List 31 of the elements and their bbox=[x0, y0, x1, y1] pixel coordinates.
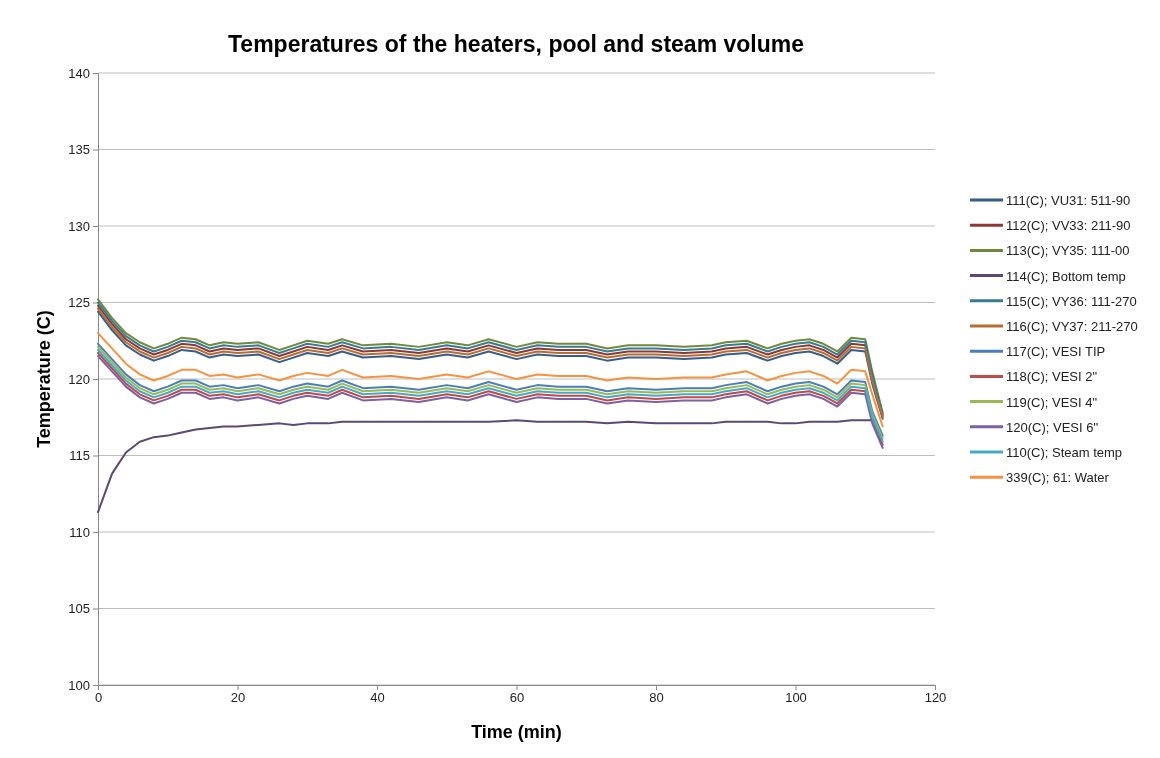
y-tick-label: 120 bbox=[68, 371, 90, 387]
legend-label: 116(C); VY37: 211-270 bbox=[1006, 319, 1138, 334]
legend-label: 111(C); VU31: 511-90 bbox=[1006, 193, 1131, 208]
y-tick-label: 130 bbox=[68, 218, 90, 234]
y-tick-label: 125 bbox=[68, 295, 90, 311]
x-tick-label: 20 bbox=[230, 690, 246, 706]
x-tick-label: 80 bbox=[649, 690, 664, 706]
x-tick-label: 60 bbox=[509, 690, 525, 706]
chart-title: Temperatures of the heaters, pool and steam volume bbox=[228, 31, 804, 57]
x-tick-label: 120 bbox=[924, 690, 947, 706]
y-axis-title: Temperature (C) bbox=[34, 310, 54, 448]
y-tick-label: 115 bbox=[69, 448, 90, 464]
y-tick-label: 105 bbox=[68, 601, 90, 617]
legend-label: 120(C); VESI 6" bbox=[1006, 419, 1099, 435]
legend-label: 110(C); Steam temp bbox=[1006, 445, 1123, 460]
legend-label: 114(C); Bottom temp bbox=[1006, 268, 1126, 284]
x-tick-label: 40 bbox=[370, 690, 385, 706]
legend-label: 112(C); VV33: 211-90 bbox=[1006, 218, 1131, 234]
y-tick-label: 100 bbox=[68, 677, 90, 693]
legend-label: 113(C); VY35: 111-00 bbox=[1006, 243, 1130, 259]
legend-label: 119(C); VESI 4" bbox=[1006, 394, 1098, 410]
y-tick-label: 110 bbox=[69, 524, 90, 540]
y-tick-label: 140 bbox=[68, 65, 90, 81]
legend-label: 339(C); 61: Water bbox=[1006, 470, 1110, 486]
legend-label: 118(C); VESI 2" bbox=[1006, 369, 1098, 385]
y-tick-label: 135 bbox=[68, 142, 90, 158]
x-tick-label: 100 bbox=[785, 690, 807, 706]
legend-label: 117(C); VESI TIP bbox=[1006, 344, 1106, 360]
x-axis-title: Time (min) bbox=[471, 722, 562, 742]
legend-label: 115(C); VY36: 111-270 bbox=[1006, 293, 1137, 309]
x-tick-label: 0 bbox=[94, 690, 103, 706]
